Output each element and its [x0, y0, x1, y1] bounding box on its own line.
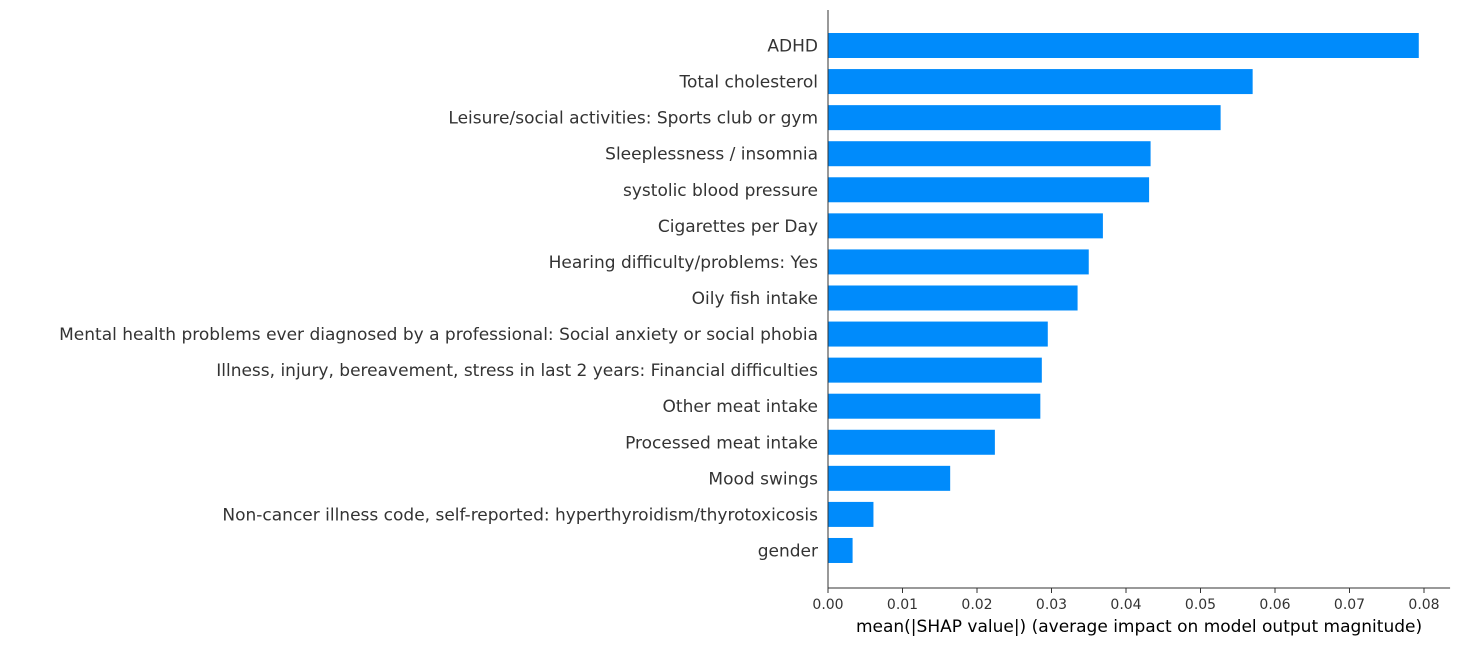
category-label: Illness, injury, bereavement, stress in …: [216, 361, 818, 381]
bar: [828, 213, 1103, 239]
bar: [828, 69, 1253, 95]
bar: [828, 249, 1089, 275]
category-label: gender: [758, 541, 818, 561]
category-label: Sleeplessness / insomnia: [605, 145, 818, 165]
x-tick-label: 0.03: [1036, 597, 1067, 613]
category-label: Hearing difficulty/problems: Yes: [549, 253, 819, 273]
category-label: Leisure/social activities: Sports club o…: [448, 109, 818, 129]
category-label: Total cholesterol: [678, 73, 818, 93]
x-tick-label: 0.04: [1110, 597, 1141, 613]
bar: [828, 429, 995, 455]
bar: [828, 465, 951, 491]
bar: [828, 357, 1042, 383]
category-label: Mental health problems ever diagnosed by…: [59, 325, 818, 345]
bar: [828, 285, 1078, 311]
x-tick-label: 0.08: [1408, 597, 1439, 613]
category-labels: ADHD Total cholesterol Leisure/social acti…: [59, 37, 818, 562]
x-tick-label: 0.02: [961, 597, 992, 613]
x-tick-label: 0.00: [812, 597, 843, 613]
bar: [828, 393, 1041, 419]
category-label: Other meat intake: [663, 397, 818, 417]
category-label: systolic blood pressure: [623, 181, 818, 201]
x-ticks: 0.00 0.01 0.02 0.03 0.04 0.05 0.06 0.07 0.08: [812, 588, 1440, 613]
x-tick-label: 0.01: [887, 597, 918, 613]
x-axis-title: mean(|SHAP value|) (average impact on mo…: [856, 617, 1422, 637]
bar: [828, 321, 1048, 347]
x-tick-label: 0.05: [1185, 597, 1216, 613]
category-label: Mood swings: [708, 469, 818, 489]
category-label: Non-cancer illness code, self-reported: …: [222, 505, 818, 525]
category-label: ADHD: [767, 37, 818, 57]
category-label: Cigarettes per Day: [658, 217, 818, 237]
bar: [828, 177, 1150, 203]
category-label: Oily fish intake: [692, 289, 818, 309]
bar: [828, 33, 1419, 58]
category-label: Processed meat intake: [625, 433, 818, 453]
x-tick-label: 0.06: [1259, 597, 1290, 613]
bar: [828, 105, 1221, 131]
bars-group: [828, 33, 1419, 563]
bar: [828, 141, 1151, 167]
bar: [828, 537, 853, 563]
bar: [828, 501, 874, 527]
x-tick-label: 0.07: [1334, 597, 1365, 613]
